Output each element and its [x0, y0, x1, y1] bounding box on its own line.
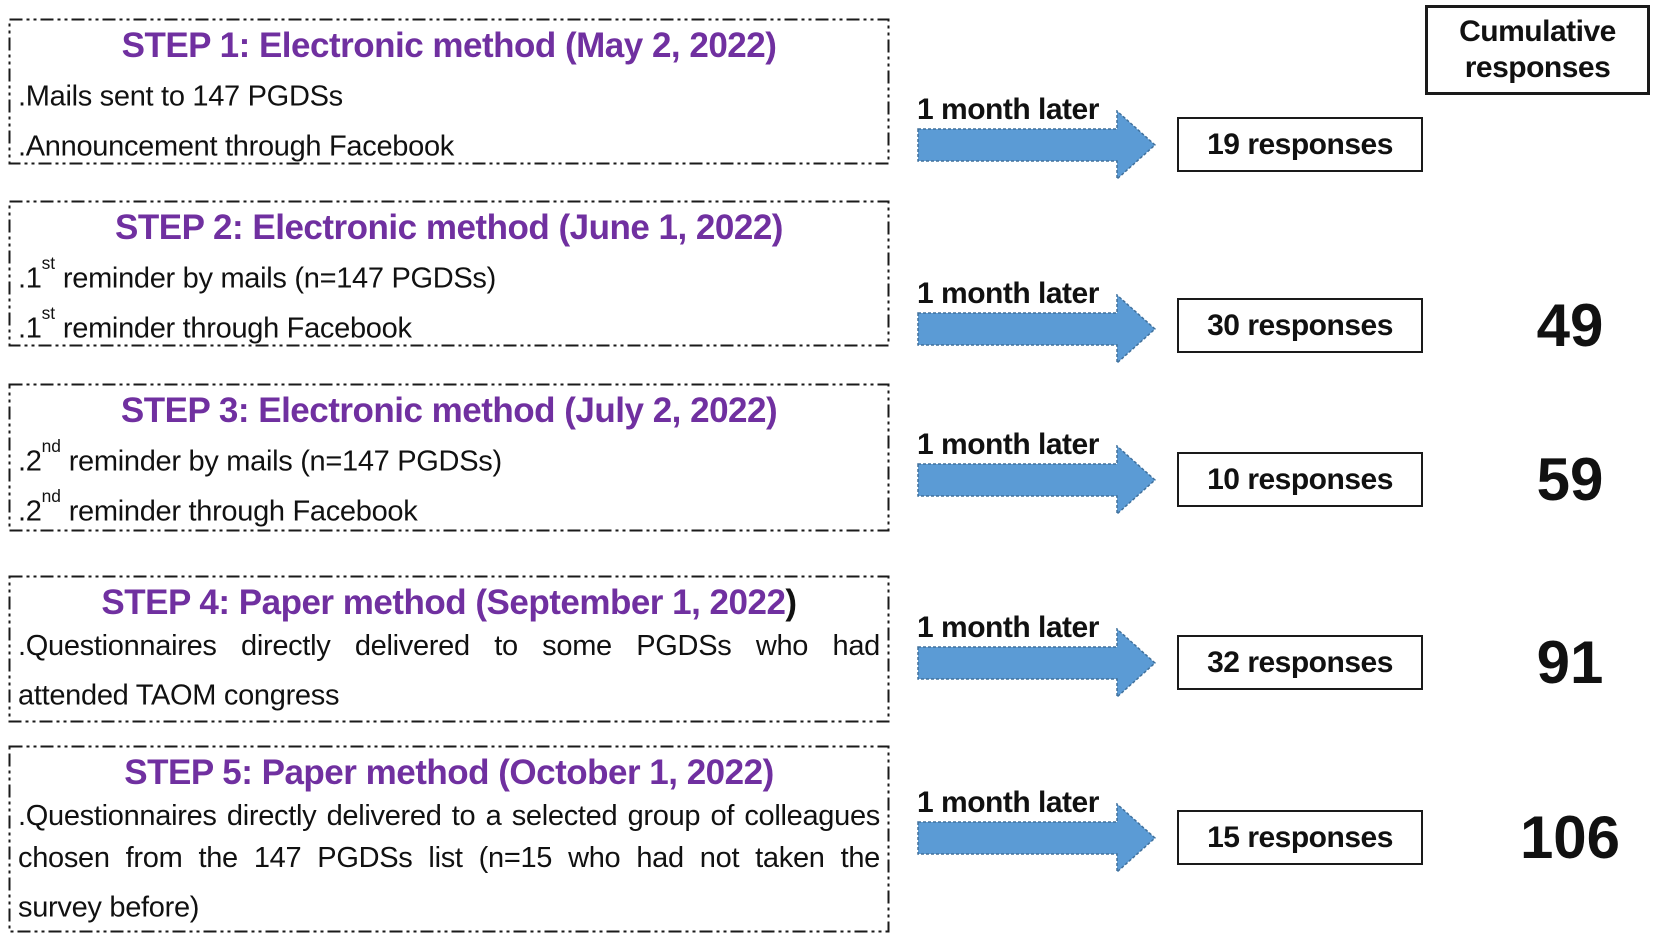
interval-label: 1 month later	[917, 93, 1099, 126]
step-line: .1st reminder through Facebook	[18, 302, 412, 345]
step-body: .Questionnaires directly delivered to a …	[18, 795, 880, 929]
step-box-4: STEP 4: Paper method (September 1, 2022)…	[8, 575, 890, 723]
cumulative-header-line1: Cumulative	[1459, 15, 1616, 48]
step-line: .Questionnaires directly delivered to a …	[18, 800, 880, 924]
cumulative-value: 49	[1536, 292, 1604, 359]
step-line: .2nd reminder by mails (n=147 PGDSs)	[18, 436, 502, 478]
interval-label: 1 month later	[917, 428, 1099, 461]
cumulative-header-box: Cumulative responses	[1425, 5, 1650, 95]
dash-border	[8, 745, 890, 933]
step-box-5: STEP 5: Paper method (October 1, 2022) .…	[8, 745, 890, 933]
dash-border	[8, 18, 890, 165]
responses-box: 19 responses	[1177, 117, 1423, 172]
responses-box: 30 responses	[1177, 298, 1423, 353]
step-title: STEP 4: Paper method (September 1, 2022)	[101, 583, 797, 622]
interval-label: 1 month later	[917, 786, 1099, 819]
right-arrow-icon	[917, 110, 1157, 180]
step-line: .2nd reminder through Facebook	[18, 485, 418, 528]
step-box-2: STEP 2: Electronic method (June 1, 2022)…	[8, 200, 890, 347]
step-line: .Mails sent to 147 PGDSs	[18, 80, 343, 113]
cumulative-value: 59	[1536, 446, 1604, 513]
interval-label: 1 month later	[917, 277, 1099, 310]
dash-border	[8, 383, 890, 532]
step-title: STEP 2: Electronic method (June 1, 2022)	[115, 208, 783, 247]
responses-box: 15 responses	[1177, 810, 1423, 865]
step-line: .Questionnaires directly delivered to so…	[18, 630, 880, 712]
step-box-3: STEP 3: Electronic method (July 2, 2022)…	[8, 383, 890, 532]
responses-box: 32 responses	[1177, 635, 1423, 690]
step-line: .Announcement through Facebook	[18, 130, 454, 163]
step-box-1: STEP 1: Electronic method (May 2, 2022) …	[8, 18, 890, 165]
step-line: .1st reminder by mails (n=147 PGDSs)	[18, 253, 496, 295]
step-title: STEP 3: Electronic method (July 2, 2022)	[120, 391, 778, 430]
dash-border	[8, 200, 890, 347]
step-body: .2nd reminder by mails (n=147 PGDSs) .2n…	[18, 433, 880, 532]
step-body: .Questionnaires directly delivered to so…	[18, 625, 880, 717]
step-body: .1st reminder by mails (n=147 PGDSs) .1s…	[18, 250, 880, 349]
interval-label: 1 month later	[917, 611, 1099, 644]
right-arrow-icon	[917, 628, 1157, 698]
right-arrow-icon	[917, 445, 1157, 515]
step-title: STEP 1: Electronic method (May 2, 2022)	[121, 26, 777, 65]
responses-box: 10 responses	[1177, 452, 1423, 507]
step-title: STEP 5: Paper method (October 1, 2022)	[124, 753, 774, 792]
step-body: .Mails sent to 147 PGDSs .Announcement t…	[18, 68, 880, 167]
cumulative-value: 106	[1519, 804, 1621, 871]
cumulative-value: 91	[1536, 629, 1604, 696]
dash-border	[8, 575, 890, 723]
right-arrow-icon	[917, 803, 1157, 873]
right-arrow-icon	[917, 294, 1157, 364]
cumulative-header-line2: responses	[1464, 51, 1611, 84]
